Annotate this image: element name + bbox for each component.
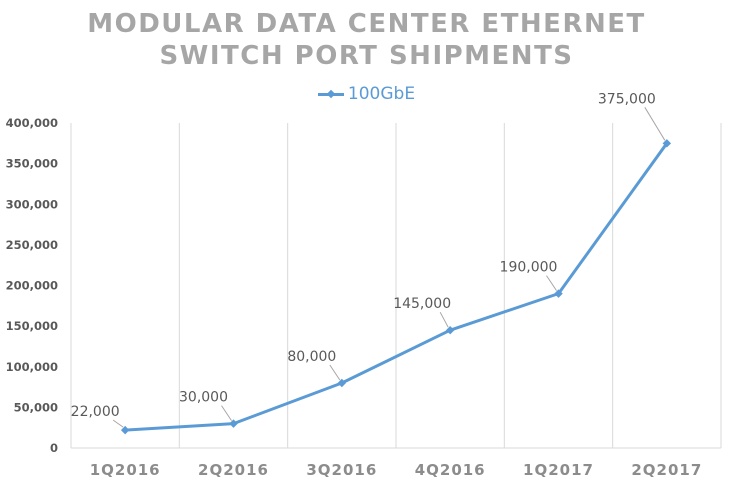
legend-line-marker-icon [317, 87, 344, 101]
data-label-leader-line [112, 419, 124, 428]
y-tick-label: 50,000 [14, 400, 58, 414]
x-tick-label: 1Q2017 [523, 461, 594, 479]
x-tick-label: 4Q2016 [415, 461, 486, 479]
data-label-leader-line [329, 364, 341, 381]
data-point-marker [120, 425, 130, 435]
data-point-marker [445, 325, 455, 335]
x-tick-label: 2Q2016 [198, 461, 269, 479]
y-tick-label: 200,000 [6, 279, 58, 293]
data-point-marker [554, 289, 563, 298]
data-label-leader-line [221, 405, 232, 421]
data-point-marker [337, 378, 347, 388]
data-label: 30,000 [179, 390, 228, 406]
y-tick-label: 350,000 [6, 157, 58, 171]
legend-label-100gbe: 100GbE [347, 84, 416, 104]
chart-title-line-1: MODULAR DATA CENTER ETHERNET [87, 9, 646, 39]
data-label: 190,000 [500, 260, 558, 276]
x-tick-label: 1Q2016 [90, 461, 161, 479]
series-line-100gbe [125, 142, 669, 432]
data-label-leader-line [644, 107, 666, 141]
chart-legend: 100GbE [0, 84, 733, 104]
x-tick-label: 2Q2017 [631, 461, 702, 479]
data-label: 145,000 [393, 296, 451, 312]
x-tick-label: 3Q2016 [306, 461, 377, 479]
y-tick-label: 250,000 [6, 238, 58, 252]
chart-title: MODULAR DATA CENTER ETHERNET SWITCH PORT… [0, 8, 733, 72]
data-label-leader-line [439, 311, 449, 328]
y-tick-label: 150,000 [6, 319, 58, 333]
data-label: 375,000 [598, 91, 656, 107]
data-point-marker [229, 419, 238, 428]
chart-title-line-2: SWITCH PORT SHIPMENTS [159, 41, 574, 71]
y-tick-label: 0 [50, 441, 58, 455]
data-label: 22,000 [71, 404, 120, 420]
data-label-leader-line [546, 275, 557, 291]
y-tick-label: 400,000 [6, 116, 58, 130]
data-label: 80,000 [287, 349, 336, 365]
y-tick-label: 100,000 [6, 360, 58, 374]
y-tick-label: 300,000 [6, 197, 58, 211]
